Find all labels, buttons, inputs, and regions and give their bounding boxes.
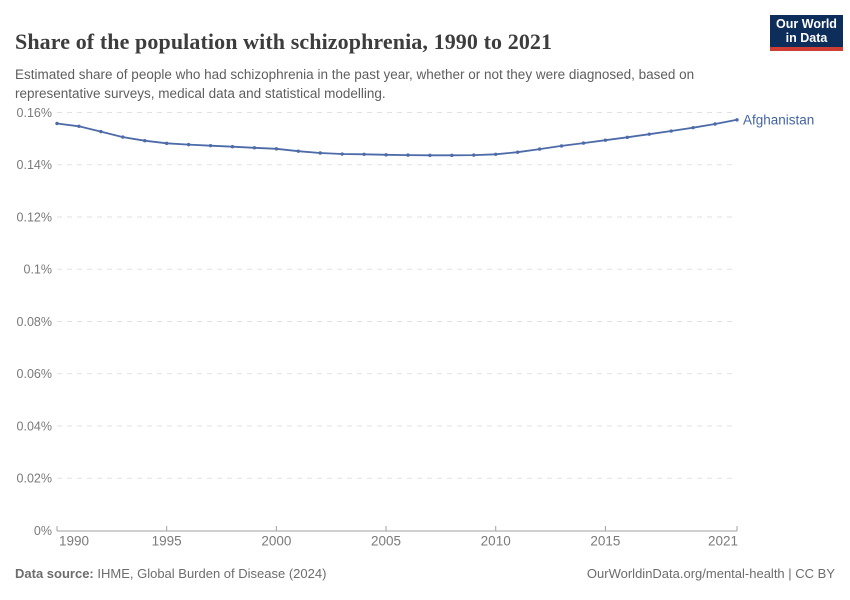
x-axis-tick-label: 2000 <box>261 534 291 549</box>
y-axis-tick-label: 0.02% <box>17 472 52 486</box>
data-point <box>559 144 564 148</box>
x-axis-tick-label: 2010 <box>481 534 511 549</box>
owid-logo[interactable]: Our World in Data <box>770 15 843 51</box>
data-point <box>691 125 695 130</box>
data-point <box>318 151 322 155</box>
data-source-label: Data source: <box>15 566 94 581</box>
data-point <box>384 153 388 157</box>
data-source-note: Data source: IHME, Global Burden of Dise… <box>15 566 326 581</box>
data-line-afghanistan[interactable] <box>56 118 738 157</box>
y-axis-tick-label: 0.06% <box>17 367 52 381</box>
data-point <box>406 153 410 157</box>
chart-footer: Data source: IHME, Global Burden of Dise… <box>15 566 835 581</box>
data-point <box>735 118 739 122</box>
owid-logo-line1: Our World <box>776 16 837 31</box>
y-axis-tick-label: 0.04% <box>17 419 52 433</box>
data-point <box>164 141 169 146</box>
x-axis-tick-label: 2015 <box>590 534 620 549</box>
x-axis-tick-label: 1990 <box>59 534 89 549</box>
data-point <box>252 146 257 150</box>
data-point <box>428 153 432 158</box>
x-axis-tick-label: 2005 <box>371 534 401 549</box>
data-point <box>340 152 344 156</box>
data-point <box>274 147 279 151</box>
owid-logo-red-bar <box>770 47 843 51</box>
data-point <box>472 153 476 157</box>
data-point <box>121 135 125 139</box>
y-axis-tick-label: 0% <box>34 524 52 538</box>
data-point <box>208 143 213 148</box>
page-title: Share of the population with schizophren… <box>15 28 553 54</box>
data-point <box>537 147 542 151</box>
y-axis-tick-label: 0.08% <box>17 315 52 329</box>
data-point <box>713 122 717 126</box>
data-point <box>603 138 608 142</box>
x-axis-tick-label: 2021 <box>708 534 738 549</box>
owid-logo-line2: in Data <box>785 31 828 45</box>
data-point <box>143 139 147 143</box>
data-point <box>296 149 300 153</box>
data-point <box>186 142 191 147</box>
data-point <box>647 132 651 136</box>
data-point <box>362 152 366 156</box>
data-point <box>55 121 59 126</box>
entity-label[interactable]: Afghanistan <box>743 113 814 128</box>
data-point <box>230 145 235 149</box>
attribution-link[interactable]: OurWorldinData.org/mental-health | CC BY <box>586 566 835 581</box>
y-axis-tick-label: 0.12% <box>17 210 52 224</box>
data-point <box>515 150 520 154</box>
owid-logo-text: Our World in Data <box>770 15 843 47</box>
y-axis-tick-label: 0.16% <box>17 106 52 120</box>
data-point <box>581 141 586 145</box>
data-point <box>450 153 454 158</box>
data-point <box>669 129 673 133</box>
data-point <box>625 135 630 140</box>
data-point <box>99 129 103 134</box>
data-point <box>494 152 498 156</box>
y-axis-tick-label: 0.1% <box>24 263 53 277</box>
data-point <box>77 124 81 129</box>
y-axis-tick-label: 0.14% <box>17 158 52 172</box>
data-source-text: IHME, Global Burden of Disease (2024) <box>93 566 327 581</box>
x-axis-tick-label: 1995 <box>152 534 182 549</box>
chart-subtitle: Estimated share of people who had schizo… <box>15 66 695 101</box>
